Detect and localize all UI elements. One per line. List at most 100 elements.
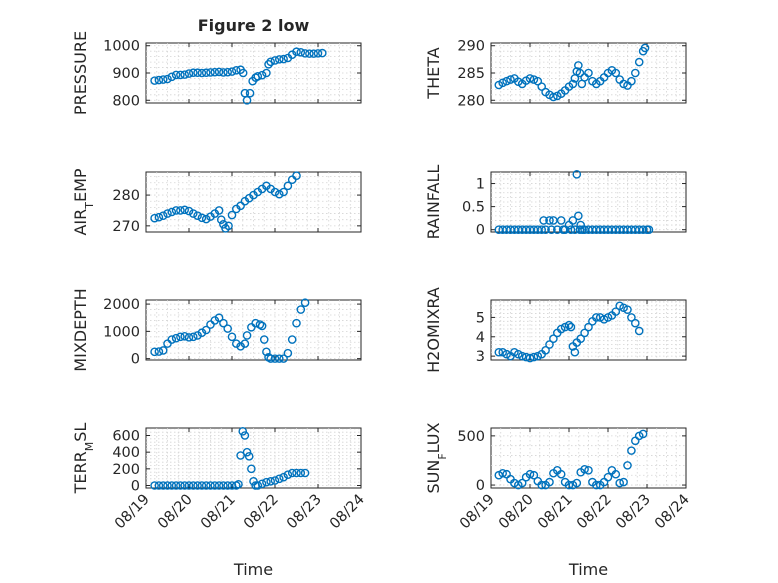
pressure-data-point — [253, 71, 263, 81]
h2omixra-series — [494, 301, 644, 363]
pressure-data-point — [223, 67, 232, 77]
mixdepth-data-point — [236, 342, 245, 351]
theta-data-point — [533, 76, 543, 86]
terr-msl-data-point — [180, 481, 189, 490]
mixdepth-data-point — [214, 313, 224, 323]
terr-msl-data-point — [214, 481, 224, 490]
mixdepth-data-point — [287, 335, 297, 344]
rainfall-data-point — [644, 225, 654, 234]
pressure-series — [150, 47, 327, 105]
mixdepth-ylabel: MIXDEPTH — [71, 288, 90, 371]
air-temp-data-point — [227, 210, 237, 220]
h2omixra-data-point — [627, 313, 636, 322]
pressure-data-point — [279, 54, 288, 64]
h2omixra-data-point — [623, 305, 632, 314]
sun-flux-data-point — [627, 446, 636, 455]
mixdepth-data-point — [197, 328, 207, 338]
terr-msl-data-point — [236, 451, 245, 460]
air-temp-data-point — [184, 206, 194, 216]
air-temp-ytick-label: 270 — [112, 219, 140, 235]
theta-ytick-label: 290 — [457, 39, 485, 55]
rainfall-data-point — [556, 216, 566, 225]
air-temp-data-point — [154, 212, 164, 222]
rainfall-ylabel: RAINFALL — [424, 165, 443, 240]
theta-data-point — [611, 68, 621, 78]
pressure-data-point — [266, 57, 276, 67]
terr-msl-data-point — [253, 481, 263, 490]
h2omixra-data-point — [576, 334, 586, 344]
terr-msl-data-point — [266, 477, 276, 486]
mixdepth-data-point — [296, 305, 306, 314]
sun-flux-data-point — [529, 470, 539, 480]
air-temp-data-point — [279, 187, 288, 197]
terr-msl-data-point — [279, 472, 288, 482]
h2omixra-data-point — [545, 340, 554, 349]
sun-flux-data-point — [572, 478, 582, 488]
sun-flux-data-point — [545, 477, 554, 487]
air-temp-axes-background — [145, 171, 362, 233]
sun-flux-data-point — [615, 478, 625, 488]
air-temp-data-point — [214, 206, 224, 215]
mixdepth-data-point — [158, 346, 168, 355]
terr-msl-data-point — [247, 464, 256, 474]
pressure-data-point — [180, 70, 189, 79]
mixdepth-ytick-label: 0 — [131, 352, 140, 368]
pressure-data-point — [313, 49, 323, 58]
rainfall-data-point — [539, 216, 548, 225]
theta-ytick-label: 280 — [457, 93, 485, 109]
theta-data-point — [640, 43, 650, 53]
sun-flux-data-point — [556, 469, 566, 479]
air-temp-data-point — [188, 209, 198, 218]
theta-data-point — [627, 76, 636, 86]
pressure-data-point — [171, 70, 181, 80]
h2omixra-grid — [491, 300, 686, 360]
mixdepth-data-point — [262, 347, 271, 357]
terr-msl-data-point — [300, 468, 310, 478]
theta-subplot: 280 285 290 THETA — [424, 39, 687, 109]
pressure-data-point — [296, 47, 306, 57]
rainfall-ytick-label: 0.5 — [462, 200, 485, 216]
terr-msl-data-point — [244, 452, 254, 461]
terr-msl-data-point — [242, 447, 252, 457]
pressure-data-point — [154, 75, 164, 85]
pressure-data-point — [184, 69, 194, 78]
mixdepth-data-point — [227, 332, 237, 342]
terr-msl-data-point — [176, 481, 185, 490]
terr-msl-data-point — [201, 481, 211, 490]
pressure-data-point — [167, 72, 177, 82]
sun-flux-ylabel: SUNFLUX — [424, 422, 449, 493]
pressure-ylabel: PRESSURE — [71, 31, 90, 115]
pressure-data-point — [176, 70, 185, 80]
pressure-ytick-label: 900 — [112, 66, 140, 82]
theta-data-point — [506, 75, 515, 84]
h2omixra-ylabel: H2OMIXRA — [424, 287, 443, 373]
theta-data-point — [568, 79, 578, 89]
sun-flux-data-point — [564, 480, 574, 490]
mixdepth-data-point — [242, 331, 252, 340]
sun-flux-xtick-label: 08/24 — [652, 492, 693, 533]
air-temp-data-point — [171, 206, 181, 215]
sun-flux-ytick-label: 0 — [476, 478, 485, 494]
terr-msl-xtick-label: 08/19 — [112, 492, 153, 533]
terr-msl-data-point — [274, 474, 284, 484]
terr-msl-data-point — [193, 481, 202, 490]
sun-flux-data-point — [537, 480, 547, 490]
terr-msl-data-point — [287, 468, 297, 478]
air-temp-data-point — [176, 206, 185, 215]
figure-title: Figure 2 low — [198, 16, 310, 35]
terr-msl-data-point — [257, 479, 267, 489]
theta-ylabel: THETA — [424, 47, 443, 99]
air-temp-data-point — [193, 211, 202, 220]
rainfall-data-point — [541, 225, 550, 234]
h2omixra-data-point — [529, 352, 539, 362]
pressure-data-point — [264, 59, 273, 69]
mixdepth-data-point — [210, 316, 220, 325]
theta-data-point — [537, 82, 547, 91]
terr-msl-data-point — [292, 468, 301, 478]
sun-flux-data-point — [619, 477, 628, 487]
air-temp-subplot: 270 280 AIRTEMP — [71, 168, 362, 236]
h2omixra-data-point — [564, 320, 574, 330]
mixdepth-data-point — [259, 335, 269, 344]
mixdepth-data-point — [270, 354, 280, 363]
